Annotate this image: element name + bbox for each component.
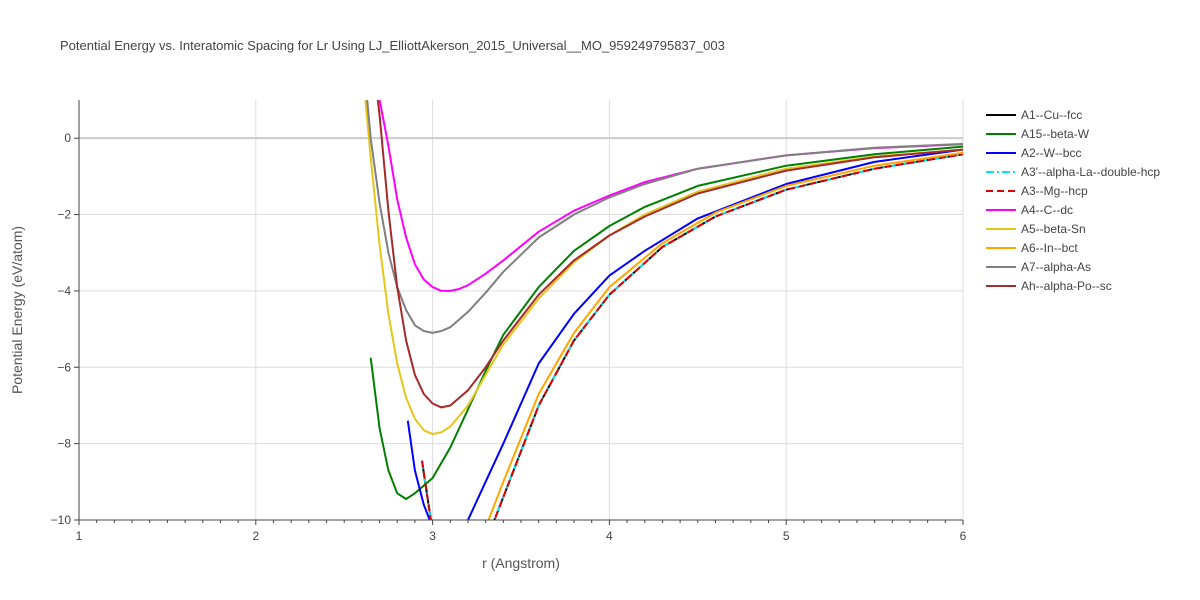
series-line-Ah--alpha-Po--sc[interactable] <box>376 100 963 409</box>
legend-item[interactable]: Ah--alpha-Po--sc <box>986 279 1112 293</box>
legend-label: Ah--alpha-Po--sc <box>1021 279 1112 293</box>
y-tick-label: −10 <box>51 513 72 527</box>
x-tick-label: 6 <box>960 529 967 543</box>
y-axis-title: Potential Energy (eV/atom) <box>9 226 25 394</box>
x-axis-title: r (Angstrom) <box>482 555 560 571</box>
legend-label: A15--beta-W <box>1021 127 1090 141</box>
legend-label: A1--Cu--fcc <box>1021 108 1082 122</box>
y-tick-label: −2 <box>57 208 71 222</box>
x-tick-label: 1 <box>76 529 83 543</box>
legend-label: A7--alpha-As <box>1021 260 1091 274</box>
chart-title: Potential Energy vs. Interatomic Spacing… <box>60 38 725 53</box>
x-tick-label: 5 <box>783 529 790 543</box>
series-line-A15--beta-W[interactable] <box>369 145 963 500</box>
x-tick-label: 3 <box>429 529 436 543</box>
legend-item[interactable]: A4--C--dc <box>986 203 1073 217</box>
series-line-A6--In--bct[interactable] <box>433 151 963 566</box>
legend-label: A6--In--bct <box>1021 241 1078 255</box>
series-line-A1--Cu--fcc[interactable] <box>421 153 963 589</box>
series-line-A5--beta-Sn[interactable] <box>364 100 963 436</box>
legend-label: A3'--alpha-La--double-hcp <box>1021 165 1160 179</box>
legend-item[interactable]: A6--In--bct <box>986 241 1078 255</box>
x-axis-ticks: 1 2 3 4 5 6 <box>76 520 967 543</box>
legend-label: A5--beta-Sn <box>1021 222 1086 236</box>
y-tick-label: 0 <box>64 131 71 145</box>
legend-label: A3--Mg--hcp <box>1021 184 1088 198</box>
y-axis-ticks: 0 −2 −4 −6 −8 −10 <box>51 131 79 527</box>
legend-item[interactable]: A15--beta-W <box>986 127 1090 141</box>
series-line-A7--alpha-As[interactable] <box>366 100 963 334</box>
legend-label: A4--C--dc <box>1021 203 1073 217</box>
y-tick-label: −8 <box>57 437 71 451</box>
plot-area[interactable] <box>364 100 963 589</box>
legend-item[interactable]: A2--W--bcc <box>986 146 1081 160</box>
legend-label: A2--W--bcc <box>1021 146 1081 160</box>
legend-item[interactable]: A5--beta-Sn <box>986 222 1086 236</box>
legend[interactable]: A1--Cu--fcc A15--beta-W A2--W--bcc A3'--alp… <box>986 108 1160 293</box>
y-tick-label: −6 <box>57 360 71 374</box>
legend-item[interactable]: A1--Cu--fcc <box>986 108 1082 122</box>
series-line-A3'--alpha-La--double-hcp[interactable] <box>421 153 963 589</box>
series-line-A3--Mg--hcp[interactable] <box>421 153 963 589</box>
legend-item[interactable]: A7--alpha-As <box>986 260 1091 274</box>
x-tick-label: 2 <box>252 529 259 543</box>
x-tick-label: 4 <box>606 529 613 543</box>
series-line-A2--W--bcc[interactable] <box>406 148 963 539</box>
legend-item[interactable]: A3--Mg--hcp <box>986 184 1088 198</box>
y-tick-label: −4 <box>57 284 71 298</box>
legend-item[interactable]: A3'--alpha-La--double-hcp <box>986 165 1160 179</box>
